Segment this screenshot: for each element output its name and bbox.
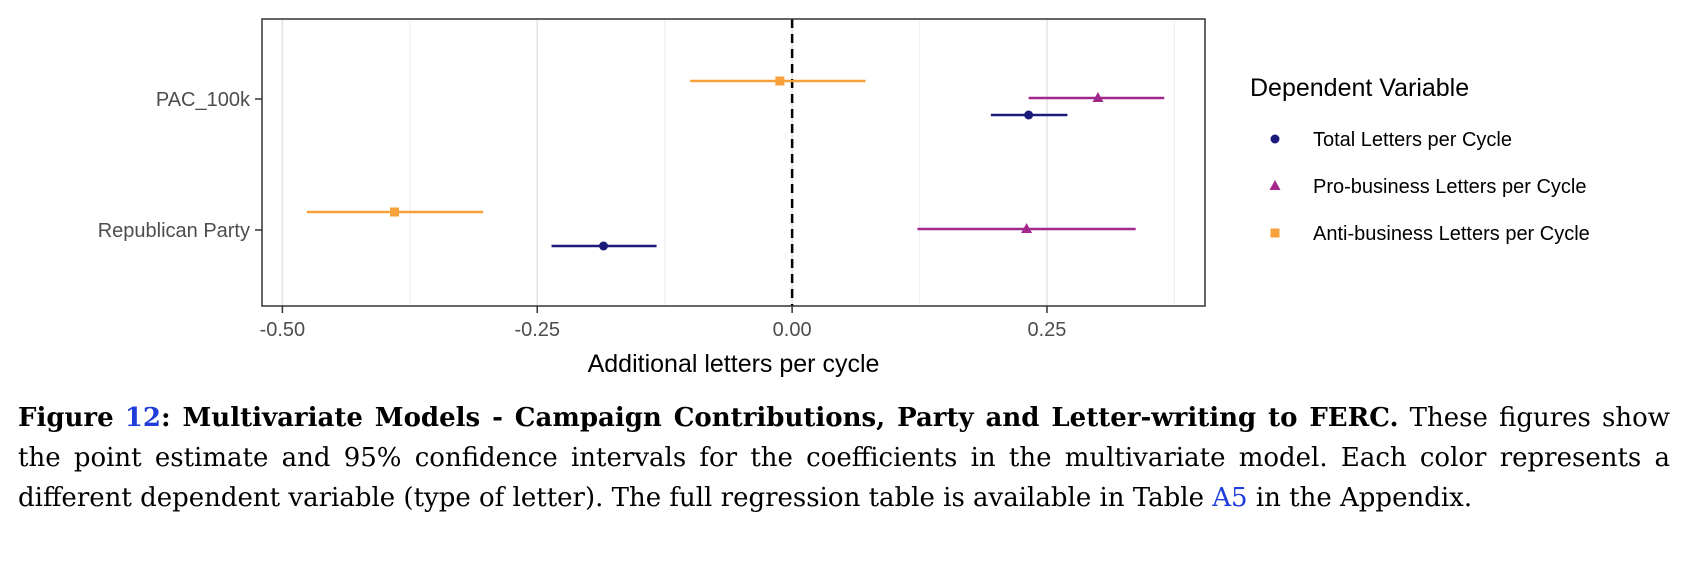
- x-tick-label: 0.25: [1028, 319, 1067, 341]
- y-tick-label: Republican Party: [98, 220, 250, 242]
- legend: Dependent Variable Total Letters per Cyc…: [1250, 74, 1590, 245]
- y-tick-label: PAC_100k: [156, 89, 251, 111]
- coefficient-chart: -0.50 -0.25 0.00 0.25 PAC_100k Republican Par…: [98, 18, 1590, 378]
- legend-key: [1269, 180, 1281, 190]
- legend-key: [1270, 228, 1280, 238]
- caption-body-end: in the Appendix.: [1247, 483, 1473, 513]
- legend-title: Dependent Variable: [1250, 74, 1469, 102]
- legend-label: Pro-business Letters per Cycle: [1313, 176, 1586, 198]
- grid-lines: [281, 19, 1176, 306]
- x-tick-label: 0.00: [773, 319, 812, 341]
- axes: -0.50 -0.25 0.00 0.25 PAC_100k Republican Par…: [98, 89, 1067, 341]
- caption-figure-word: Figure: [18, 403, 114, 433]
- x-tick-label: -0.50: [260, 319, 306, 341]
- figure-caption: Figure 12: Multivariate Models - Campaig…: [18, 398, 1670, 518]
- point-estimate: [1092, 92, 1104, 102]
- legend-key: [1270, 134, 1280, 144]
- caption-figure-number-link[interactable]: 12: [124, 403, 161, 433]
- point-estimate: [775, 76, 785, 86]
- chart-marks: [306, 19, 1165, 306]
- point-estimate: [390, 207, 400, 217]
- point-estimate: [599, 241, 609, 251]
- x-axis-title: Additional letters per cycle: [588, 350, 880, 378]
- point-estimate: [1021, 223, 1033, 233]
- caption-title: : Multivariate Models - Campaign Contrib…: [161, 403, 1399, 433]
- x-tick-label: -0.25: [514, 319, 560, 341]
- legend-label: Anti-business Letters per Cycle: [1313, 223, 1590, 245]
- plot-panel-border: [261, 18, 1206, 307]
- caption-body: These figures show the point estimate an…: [18, 403, 1671, 513]
- legend-label: Total Letters per Cycle: [1313, 129, 1512, 151]
- point-estimate: [1024, 110, 1034, 120]
- caption-table-link[interactable]: A5: [1212, 483, 1248, 513]
